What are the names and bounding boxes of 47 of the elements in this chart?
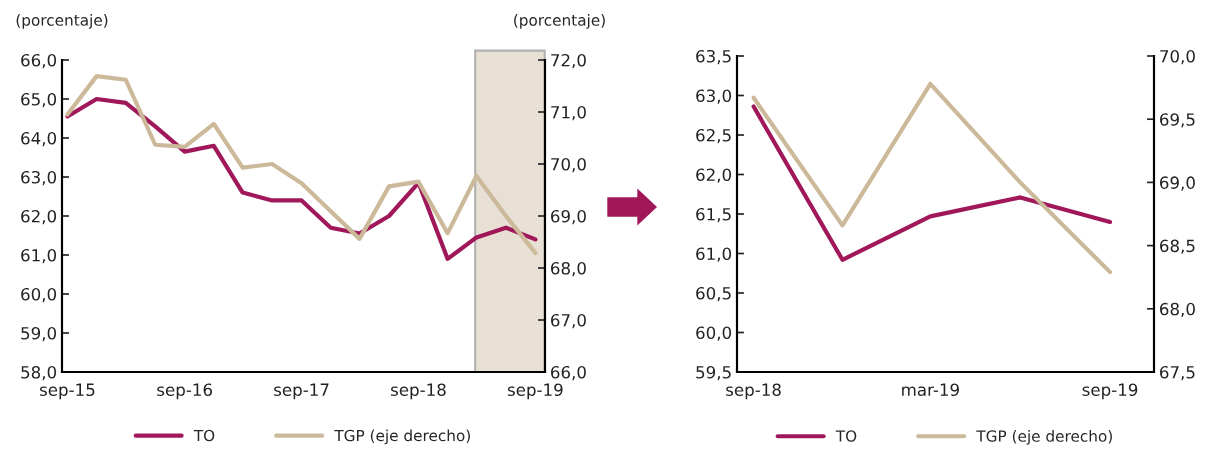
y2-tick-label: 67,0: [551, 313, 586, 329]
x-tick-label: mar-19: [902, 383, 959, 397]
y-tick-label: 60,0: [21, 287, 57, 303]
y-tick-label: 61,0: [21, 248, 57, 264]
x-tick-label: sep-18: [726, 383, 781, 400]
y-tick-label: 61,5: [696, 207, 731, 223]
y2-tick-label: 67,5: [1160, 365, 1195, 381]
y-tick-label: 63,0: [696, 89, 732, 104]
y-tick-label: 62,0: [21, 209, 57, 225]
y-tick-label: 60,0: [696, 326, 732, 341]
x-tick-label: sep-16: [157, 383, 212, 400]
y-tick-label: 63,0: [21, 170, 57, 186]
y2-tick-label: 69,0: [551, 209, 586, 225]
y2-axis-title: (porcentaje): [514, 14, 605, 29]
y2-tick-label: 71,0: [551, 105, 586, 121]
y-tick-label: 61,0: [696, 247, 732, 262]
y-tick-label: 62,0: [696, 168, 732, 183]
y-axis-title: (porcentaje): [16, 14, 108, 29]
y2-tick-label: 68,0: [1160, 302, 1195, 318]
y2-tick-label: 69,0: [1160, 176, 1195, 191]
y-tick-label: 66,0: [21, 53, 57, 69]
line-series: [751, 104, 1113, 262]
y2-tick-label: 69,5: [1160, 113, 1195, 128]
y-tick-label: 59,0: [21, 326, 57, 342]
x-tick-label: sep-18: [391, 383, 446, 400]
y2-tick-label: 70,0: [1160, 49, 1195, 65]
y2-tick-label: 68,5: [1160, 239, 1195, 254]
y-tick-label: 59,5: [696, 365, 731, 381]
y2-tick-label: 68,0: [551, 261, 586, 277]
x-tick-label: sep-19: [507, 383, 563, 400]
x-tick-label: sep-19: [1082, 383, 1138, 400]
y2-tick-label: 66,0: [551, 365, 586, 381]
legend-label: TO: [835, 430, 857, 442]
y-tick-label: 65,0: [21, 92, 57, 108]
y-tick-label: 64,0: [21, 131, 57, 147]
x-tick-label: sep-15: [39, 383, 95, 400]
y-tick-label: 63,5: [696, 49, 731, 65]
legend-label: TGP (eje derecho): [334, 429, 470, 445]
y-tick-label: 60,5: [696, 286, 731, 302]
y2-tick-label: 70,0: [551, 157, 586, 173]
y-tick-label: 58,0: [21, 365, 57, 381]
legend-label: TGP (eje derecho): [976, 429, 1112, 445]
legend-label: TO: [193, 429, 215, 442]
y-tick-label: 62,5: [696, 128, 731, 144]
y2-tick-label: 72,0: [551, 53, 586, 69]
line-series: [751, 81, 1113, 275]
x-tick-label: sep-17: [274, 383, 329, 400]
